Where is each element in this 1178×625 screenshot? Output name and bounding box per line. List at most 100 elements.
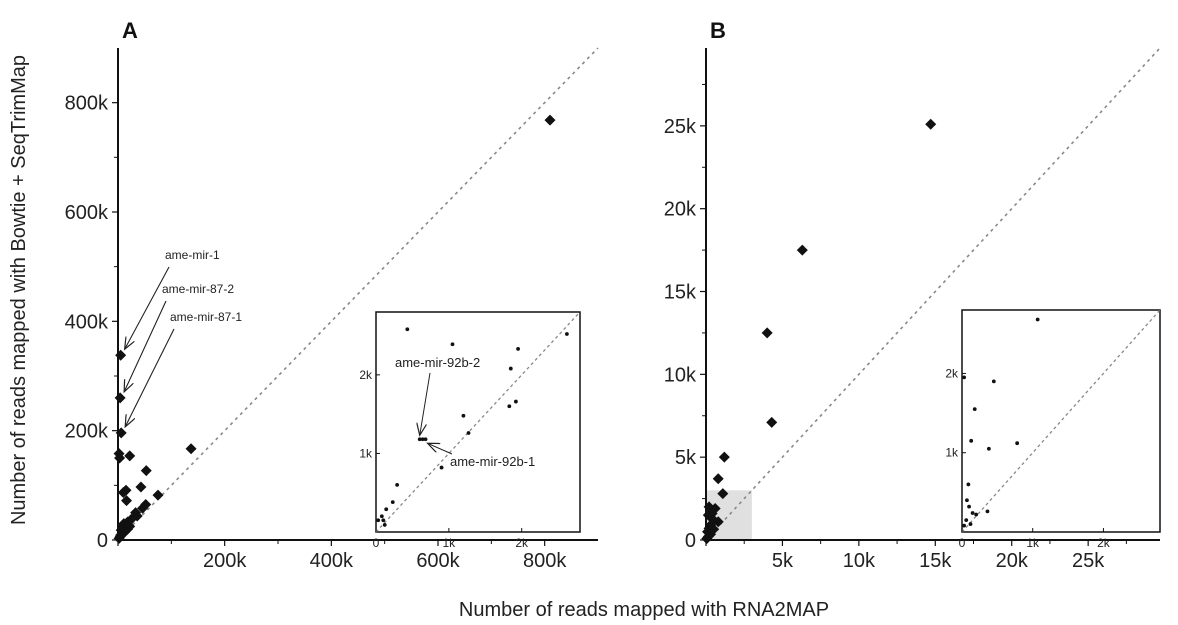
inset-data-point [966, 482, 971, 487]
annotation-arrow [125, 328, 175, 427]
inset-data-point [962, 375, 967, 380]
inset-data-point [968, 522, 973, 526]
inset-data-point [390, 500, 395, 505]
inset-data-point [423, 437, 428, 442]
data-point [701, 533, 713, 545]
x-tick-label: 5k [772, 550, 794, 572]
inset-data-point [965, 498, 969, 503]
data-point [121, 495, 133, 507]
data-point [544, 114, 556, 126]
data-point [766, 416, 778, 428]
inset-data-point [384, 507, 389, 512]
inset-data-point [461, 413, 466, 418]
inset-data-point [450, 342, 455, 347]
data-point [135, 481, 147, 493]
inset-annotation-label: ame-mir-92b-1 [450, 454, 535, 469]
inset-data-point [420, 437, 425, 442]
data-point [718, 451, 730, 463]
data-point [113, 532, 125, 544]
inset-annotation-arrow [420, 372, 431, 435]
inset-data-point [986, 446, 991, 451]
inset-x-tick-label: 0 [373, 536, 380, 550]
data-point [115, 349, 127, 361]
inset-data-point [516, 347, 520, 351]
annotation-label: ame-mir-87-1 [170, 310, 242, 324]
inset-y-tick-label: 2k [945, 366, 959, 380]
data-point [185, 443, 197, 455]
y-axis-title: Number of reads mapped with Bowtie + Seq… [8, 55, 30, 525]
y-tick-label: 10k [664, 364, 697, 386]
diagonal-line [117, 47, 599, 541]
inset-data-point [405, 327, 410, 332]
inset-diagonal-line [375, 311, 581, 533]
inset-plot: 0 1k 2k 1k 2k ame-mir-92b-2 ame-mir-92b-1 [359, 311, 581, 550]
x-tick-label: 15k [919, 550, 952, 572]
data-point [796, 244, 808, 256]
x-axis-title: Number of reads mapped with RNA2MAP [459, 599, 829, 621]
data-point [140, 465, 152, 477]
x-tick-label: 20k [996, 550, 1029, 572]
y-tick-label: 0 [97, 530, 108, 552]
inset-data-point [974, 512, 979, 517]
inset-data-point [466, 431, 471, 435]
y-tick-label: 0 [685, 530, 696, 552]
inset-x-tick-label: 1k [443, 536, 457, 550]
inset-y-tick-label: 1k [359, 446, 373, 460]
y-tick-label: 600k [65, 202, 109, 224]
data-point [761, 327, 773, 339]
inset-data-point [381, 518, 386, 523]
inset-x-tick-label: 2k [1097, 536, 1111, 550]
inset-data-point [967, 504, 971, 509]
data-point [703, 501, 715, 513]
data-point [115, 427, 127, 439]
inset-data-point [1015, 441, 1020, 446]
inset-data-point [376, 518, 381, 523]
inset-y-tick-label: 2k [359, 368, 373, 382]
inset-data-point [1035, 317, 1040, 322]
x-tick-label: 25k [1072, 550, 1105, 572]
inset-data-point [964, 518, 969, 523]
panel-b: 5k 10k 15k 20k 25k 0 5k 10k 15k 20k 25k 0 1k 2k 1k 2k [664, 47, 1161, 572]
inset-annotation-label: ame-mir-92b-2 [395, 355, 480, 370]
annotation-label: ame-mir-87-2 [162, 282, 234, 296]
data-point [712, 473, 724, 485]
inset-data-point [991, 379, 996, 384]
y-tick-label: 25k [664, 116, 697, 138]
inset-data-point [985, 509, 990, 514]
inset-x-tick-label: 1k [1026, 536, 1040, 550]
inset-data-point [379, 514, 384, 519]
inset-data-point [972, 407, 977, 412]
panel-letter-b: B [710, 18, 726, 43]
annotation-label: ame-mir-1 [165, 248, 220, 262]
inset-plot: 0 1k 2k 1k 2k [945, 309, 1161, 550]
data-point [124, 450, 136, 462]
x-tick-label: 10k [843, 550, 876, 572]
data-point [114, 392, 126, 404]
inset-x-tick-label: 2k [515, 536, 529, 550]
inset-x-tick-label: 0 [959, 536, 966, 550]
data-point [925, 118, 937, 130]
inset-data-point [439, 465, 444, 470]
data-point [152, 489, 164, 501]
data-point [709, 503, 721, 515]
inset-y-tick-label: 1k [945, 446, 959, 460]
annotation-arrow [125, 266, 170, 349]
inset-data-point [417, 437, 422, 442]
inset-data-point [962, 523, 967, 528]
inset-frame [961, 309, 1161, 533]
x-tick-label: 600k [416, 550, 460, 572]
y-tick-label: 15k [664, 282, 697, 304]
inset-annotation-arrow [428, 443, 453, 455]
y-tick-label: 5k [675, 447, 697, 469]
data-point [125, 513, 137, 525]
inset-data-point [564, 332, 569, 336]
x-tick-label: 800k [523, 550, 567, 572]
data-point [114, 452, 126, 464]
inset-data-point [969, 438, 974, 443]
data-point [137, 502, 149, 514]
y-tick-label: 200k [65, 421, 109, 443]
x-tick-label: 400k [310, 550, 354, 572]
panel-a: 200k 400k 600k 800k 0 200k 400k 600k 800k ame-mir… [65, 47, 599, 572]
y-tick-label: 20k [664, 199, 697, 221]
